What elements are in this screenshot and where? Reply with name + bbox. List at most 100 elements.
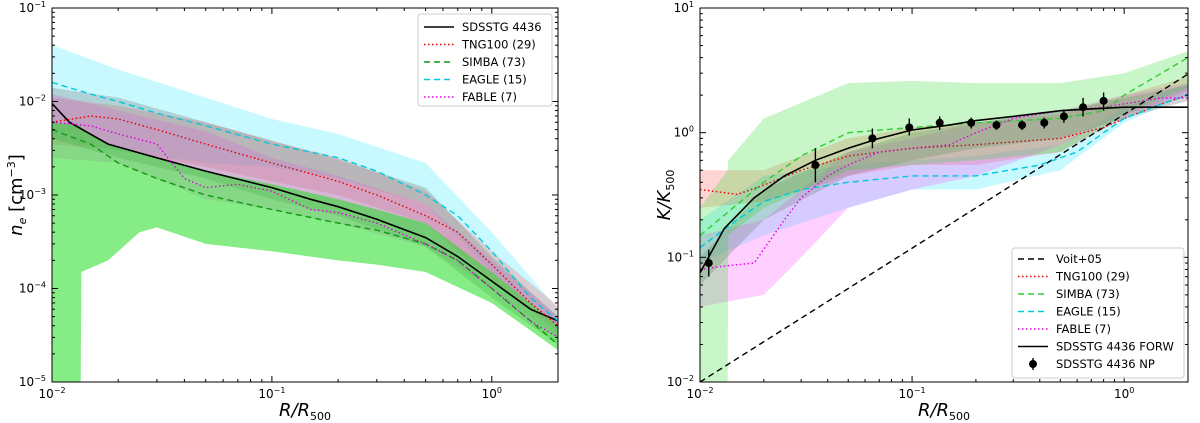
x-tick-base: 10 xyxy=(38,387,53,401)
legend-label-1-5: SDSSTG 4436 FORW xyxy=(1056,340,1174,354)
y-tick-label-1-0: 10−2 xyxy=(667,374,694,389)
data-point-1 xyxy=(811,161,820,170)
y-tick-label-0-4: 10−1 xyxy=(19,0,46,15)
y-tick-exp: −3 xyxy=(34,187,46,196)
svg-text:K/K500: K/K500 xyxy=(654,170,677,221)
right-xlabel-main: R/R xyxy=(918,400,949,421)
x-tick-label-0-0: 10−2 xyxy=(38,386,65,401)
data-point-2 xyxy=(868,134,877,143)
legend-label-1-3: EAGLE (15) xyxy=(1056,305,1121,319)
band-0-4 xyxy=(52,122,558,382)
y-tick-base: 10 xyxy=(674,126,689,140)
left-ylabel-main: n xyxy=(6,224,27,235)
right-points xyxy=(704,92,1108,277)
y-tick-exp: −2 xyxy=(34,94,46,103)
x-tick-exp: 0 xyxy=(497,386,502,395)
y-tick-base: 10 xyxy=(674,1,689,15)
x-tick-exp: −2 xyxy=(702,386,714,395)
legend-label-1-2: SIMBA (73) xyxy=(1056,287,1120,301)
svg-text:R/R500: R/R500 xyxy=(918,400,970,423)
left-ylabel-unit: [cm xyxy=(6,177,27,217)
y-tick-label-1-2: 100 xyxy=(674,125,694,140)
x-tick-label-1-2: 100 xyxy=(1114,386,1134,401)
y-tick-base: 10 xyxy=(667,250,682,264)
y-tick-label-0-0: 10−5 xyxy=(19,374,46,389)
right-ylabel-sub: 500 xyxy=(664,170,677,191)
y-tick-exp: 1 xyxy=(689,0,694,9)
left-x-axis-label: R/R500 xyxy=(279,400,331,423)
series-line-0-0 xyxy=(52,103,558,322)
data-point-8 xyxy=(1040,118,1049,127)
series-line-1-1 xyxy=(700,94,1188,196)
x-tick-exp: 0 xyxy=(1129,386,1134,395)
series-line-1-3 xyxy=(700,94,1188,249)
data-point-3 xyxy=(905,123,914,132)
y-tick-base: 10 xyxy=(19,1,34,15)
data-point-4 xyxy=(935,118,944,127)
y-tick-base: 10 xyxy=(667,375,682,389)
band-1-4 xyxy=(700,51,1188,382)
band-1-1 xyxy=(700,76,1188,208)
band-0-3 xyxy=(52,87,558,345)
x-tick-exp: −2 xyxy=(54,386,66,395)
legend-label-0-1: TNG100 (29) xyxy=(461,38,536,52)
band-0-0 xyxy=(52,45,558,326)
x-tick-exp: −1 xyxy=(274,386,286,395)
right-plot-frame xyxy=(699,7,1189,383)
legend-label-1-1: TNG100 (29) xyxy=(1055,270,1130,284)
y-tick-label-0-2: 10−3 xyxy=(19,187,46,202)
right-ylabel-main: K/K xyxy=(654,189,675,220)
band-1-0 xyxy=(700,83,1188,263)
y-tick-base: 10 xyxy=(19,282,34,296)
x-tick-base: 10 xyxy=(899,387,914,401)
legend-label-1-0: Voit+05 xyxy=(1056,252,1102,266)
left-xlabel-main: R/R xyxy=(279,400,310,421)
data-point-6 xyxy=(992,121,1001,130)
x-tick-exp: −1 xyxy=(914,386,926,395)
right-y-axis-label: K/K500 xyxy=(654,170,677,221)
y-tick-base: 10 xyxy=(19,95,34,109)
left-lines xyxy=(52,81,558,346)
left-xlabel-sub: 500 xyxy=(310,410,331,423)
y-tick-exp: −1 xyxy=(682,249,694,258)
x-tick-base: 10 xyxy=(482,387,497,401)
legend-label-0-2: SIMBA (73) xyxy=(462,55,526,69)
y-tick-label-1-1: 10−1 xyxy=(667,249,694,264)
y-tick-exp: −4 xyxy=(34,281,46,290)
data-point-11 xyxy=(1099,96,1108,105)
series-line-1-2 xyxy=(700,56,1188,236)
left-bands xyxy=(52,45,558,382)
band-1-3 xyxy=(700,85,1188,285)
series-line-0-1 xyxy=(52,115,558,327)
right-lines xyxy=(700,56,1188,382)
x-tick-base: 10 xyxy=(258,387,273,401)
data-point-0 xyxy=(704,259,713,268)
svg-text:R/R500: R/R500 xyxy=(279,400,331,423)
legend-label-points: SDSSTG 4436 NP xyxy=(1056,357,1155,371)
svg-text:ne [cm−3]: ne [cm−3] xyxy=(5,154,29,236)
y-tick-base: 10 xyxy=(19,188,34,202)
left-ylabel-sub: e xyxy=(16,217,29,224)
y-tick-base: 10 xyxy=(19,375,34,389)
right-x-axis-label: R/R500 xyxy=(918,400,970,423)
legend-swatch-point xyxy=(1029,360,1037,368)
right-bands xyxy=(700,51,1188,382)
x-tick-base: 10 xyxy=(1114,387,1129,401)
left-ylabel-unit-exp: −3 xyxy=(5,161,18,177)
x-tick-label-1-0: 10−2 xyxy=(686,386,713,401)
y-tick-exp: −2 xyxy=(682,374,694,383)
right-legend-box xyxy=(1011,247,1185,379)
x-tick-label-1-1: 10−1 xyxy=(899,386,926,401)
data-point-5 xyxy=(967,118,976,127)
right-legend: Voit+05 TNG100 (29) SIMBA (73) EAGLE (15) FA… xyxy=(1011,247,1185,379)
left-legend: SDSSTG 4436 TNG100 (29) SIMBA (73) EAGLE (1… xyxy=(417,13,553,107)
data-point-10 xyxy=(1079,103,1088,112)
y-tick-exp: −1 xyxy=(34,0,46,9)
left-ylabel-unit-close: ] xyxy=(6,154,27,161)
band-0-1 xyxy=(52,97,558,332)
y-tick-label-0-3: 10−2 xyxy=(19,94,46,109)
legend-label-0-4: FABLE (7) xyxy=(462,90,517,104)
